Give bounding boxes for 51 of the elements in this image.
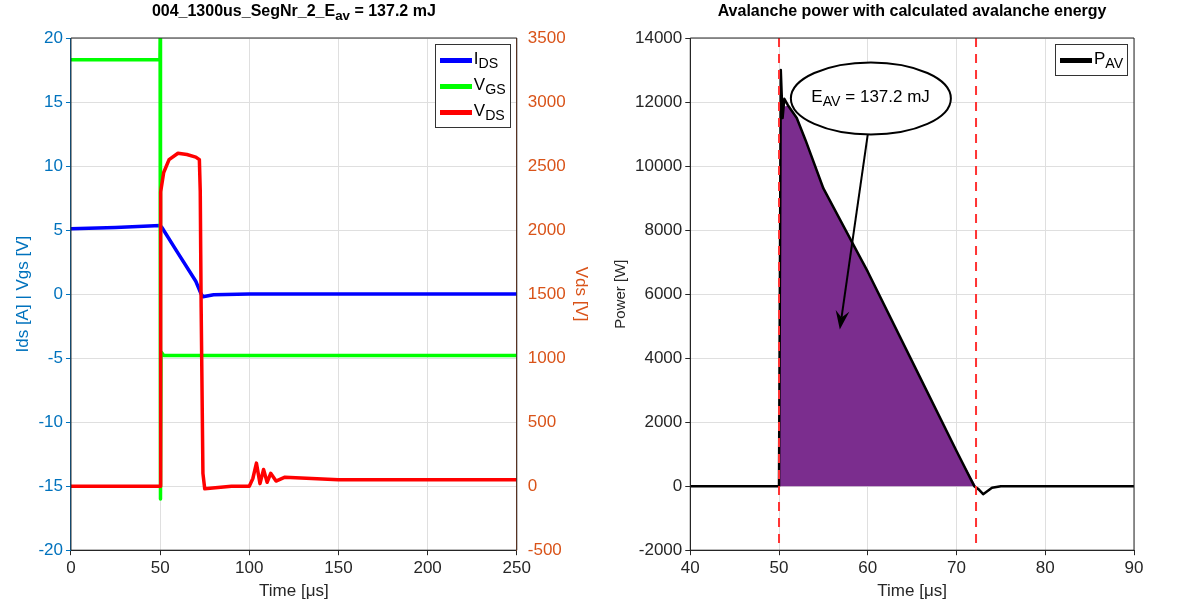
chart-title: Avalanche power with calculated avalanche energy (717, 2, 1107, 20)
y-axis-title: Power [W] (611, 259, 629, 329)
x-tick-label: 100 (235, 558, 264, 578)
legend-label: I$_{DS}$ (473, 48, 499, 72)
y2-tick-label: 1000 (527, 347, 566, 367)
y-tick-label: 12000 (634, 91, 683, 111)
y2-axis-title: Vds [V] (572, 266, 592, 322)
y-tick-label: 2000 (644, 411, 683, 431)
y-tick-label: 10 (44, 155, 63, 175)
y-tick-label: -10 (38, 411, 63, 431)
y-tick-label: 20 (44, 27, 63, 47)
x-tick-label: 40 (680, 558, 700, 578)
x-tick-label: 70 (947, 558, 966, 578)
y2-tick-label: 0 (527, 475, 538, 495)
x-tick-label: 150 (324, 558, 353, 578)
x-tick-label: 90 (1124, 558, 1144, 578)
y-tick-label: 0 (53, 283, 63, 303)
y-tick-label: 4000 (644, 347, 683, 367)
y2-tick-label: -500 (527, 539, 562, 559)
legend-label: V$_{DS}$ (473, 100, 505, 124)
x-tick-label: 50 (150, 558, 170, 578)
y-axis-title: Ids [A] | Vgs [V] (12, 235, 32, 353)
x-axis-title: Time [μs] (877, 581, 947, 601)
y-tick-label: 8000 (644, 219, 683, 239)
y2-tick-label: 3500 (527, 27, 566, 47)
y-tick-label: -5 (47, 347, 63, 367)
x-tick-label: 60 (858, 558, 878, 578)
legend-label: P$_{AV}$ (1094, 48, 1124, 72)
y2-tick-label: 2500 (527, 155, 566, 175)
y-tick-label: -15 (38, 475, 63, 495)
x-tick-label: 250 (502, 558, 531, 578)
x-tick-label: 200 (413, 558, 442, 578)
y2-tick-label: 1500 (527, 283, 566, 303)
y-tick-label: -2000 (638, 539, 683, 559)
x-axis-title: Time [μs] (259, 581, 329, 601)
y-tick-label: 0 (672, 475, 683, 495)
y2-tick-label: 2000 (527, 219, 566, 239)
y-tick-label: 15 (44, 91, 63, 111)
y-tick-label: -20 (38, 539, 63, 559)
chart-title: 004_1300us_SegNr_2_E$_{av}$ = 137.2 mJ (151, 2, 436, 24)
x-tick-label: 80 (1035, 558, 1055, 578)
x-tick-label: 50 (769, 558, 789, 578)
annotation: E$_{AV}$ = 137.2 mJ (811, 87, 930, 110)
x-tick-label: 0 (66, 558, 76, 578)
y-tick-label: 14000 (634, 27, 683, 47)
y-tick-label: 10000 (634, 155, 683, 175)
y-tick-label: 6000 (644, 283, 683, 303)
y-tick-label: 5 (53, 219, 63, 239)
y2-tick-label: 500 (527, 411, 557, 431)
legend-label: V$_{GS}$ (473, 74, 506, 98)
y2-tick-label: 3000 (527, 91, 566, 111)
